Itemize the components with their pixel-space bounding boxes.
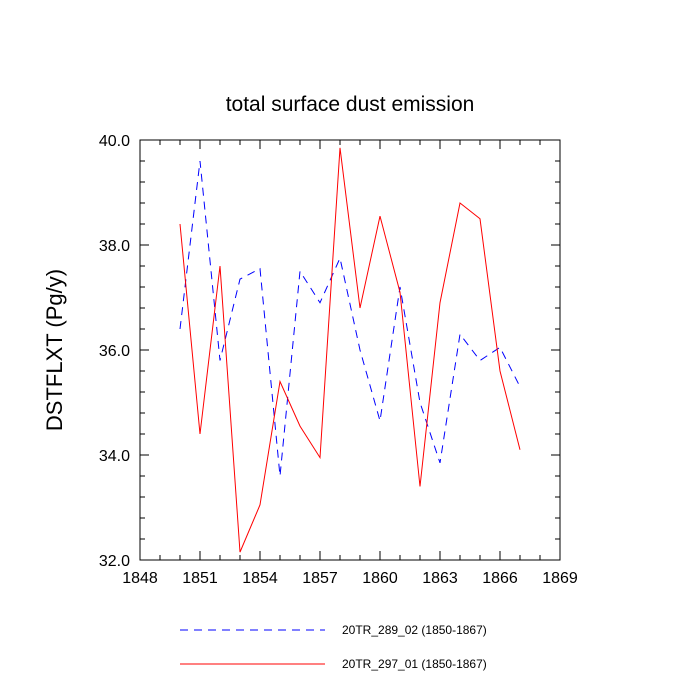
legend-label-1: 20TR_289_02 (1850-1867)	[342, 623, 487, 637]
y-tick-label: 34.0	[99, 448, 130, 465]
legend-label-2: 20TR_297_01 (1850-1867)	[342, 657, 487, 671]
x-tick-label: 1863	[422, 570, 458, 587]
x-tick-label: 1866	[482, 570, 518, 587]
x-tick-label: 1854	[242, 570, 278, 587]
x-tick-label: 1857	[302, 570, 338, 587]
y-tick-label: 40.0	[99, 133, 130, 150]
x-tick-label: 1848	[122, 570, 158, 587]
x-tick-label: 1869	[542, 570, 578, 587]
legend: 20TR_289_02 (1850-1867) 20TR_297_01 (1850…	[180, 623, 487, 671]
x-tick-label: 1860	[362, 570, 398, 587]
y-tick-label: 38.0	[99, 238, 130, 255]
y-tick-label: 32.0	[99, 553, 130, 570]
plot-area: 1848 1851 1854 1857 1860 1863 1866 1869 32.0 34.0…	[99, 133, 578, 587]
y-axis-label: DSTFLXT (Pg/y)	[42, 269, 67, 431]
x-tick-label: 1851	[182, 570, 218, 587]
series-line-2	[179, 147, 521, 553]
y-tick-label: 36.0	[99, 343, 130, 360]
chart-title: total surface dust emission	[226, 93, 475, 116]
series-line-1	[179, 160, 521, 477]
